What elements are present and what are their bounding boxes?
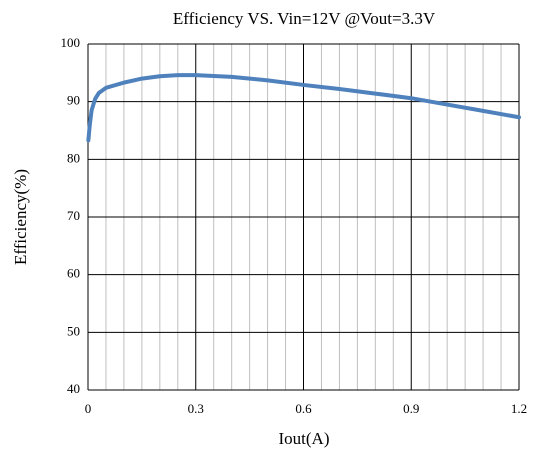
x-tick-label: 0	[85, 401, 92, 416]
y-axis-label: Efficiency(%)	[11, 169, 30, 265]
y-tick-label: 50	[67, 323, 80, 338]
x-tick-label: 0.9	[403, 401, 419, 416]
chart-title: Efficiency VS. Vin=12V @Vout=3.3V	[173, 9, 436, 28]
y-tick-label: 90	[67, 93, 80, 108]
y-tick-label: 40	[67, 381, 80, 396]
y-tick-label: 60	[67, 266, 80, 281]
x-tick-label: 1.2	[511, 401, 527, 416]
x-axis-label: Iout(A)	[279, 429, 330, 448]
x-tick-label: 0.6	[295, 401, 312, 416]
y-tick-label: 70	[67, 208, 80, 223]
x-tick-label: 0.3	[188, 401, 204, 416]
y-tick-label: 80	[67, 150, 80, 165]
data-line	[86, 73, 521, 143]
y-tick-label: 100	[61, 35, 81, 50]
